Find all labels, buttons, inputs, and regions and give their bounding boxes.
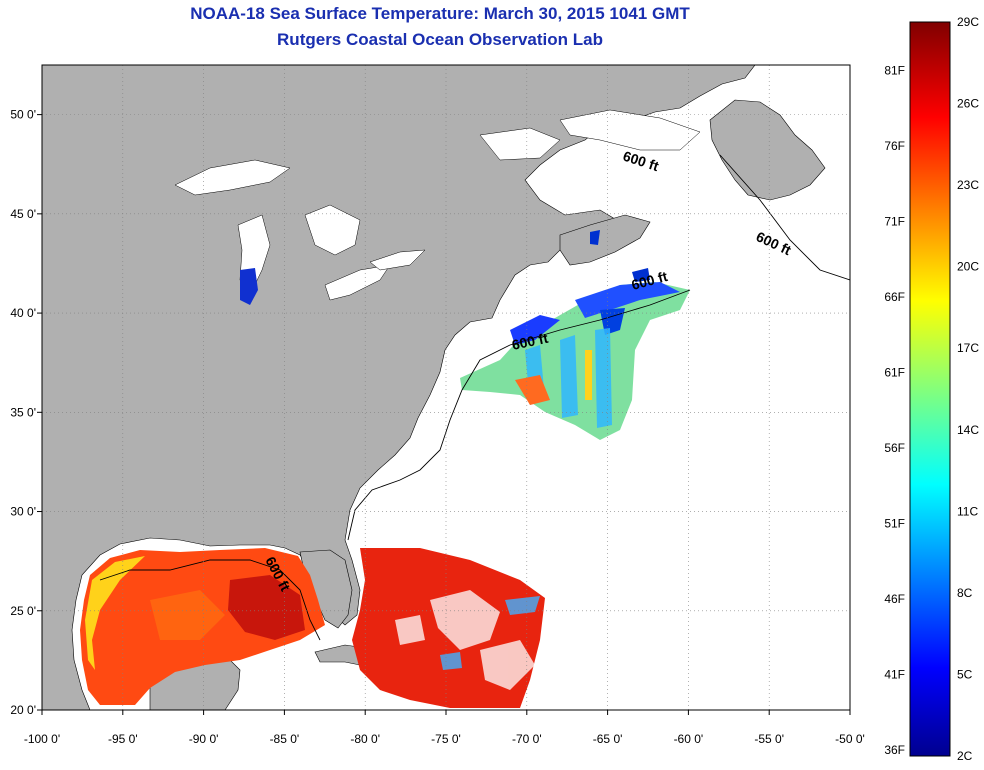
colorbar-celsius-label: 26C <box>957 97 979 111</box>
gulf-coastal-warm-band <box>85 556 145 670</box>
colorbar-celsius-label: 23C <box>957 178 979 192</box>
lat-tick-label: 20 0' <box>10 703 36 717</box>
gulf-central-sst <box>150 590 225 640</box>
colorbar-celsius-label: 11C <box>957 504 978 518</box>
land-newfoundland <box>709 99 826 201</box>
depth-contour-600ft <box>99 154 850 641</box>
great-lakes <box>174 109 701 301</box>
colorbar-celsius-label: 17C <box>957 341 979 355</box>
map-subtitle: Rutgers Coastal Ocean Observation Lab <box>277 30 603 49</box>
colorbar-celsius-label: 5C <box>957 667 973 681</box>
colorbar-fahrenheit-label: 81F <box>884 63 905 77</box>
colorbar-celsius-label: 2C <box>957 749 973 763</box>
lon-tick-label: -55 0' <box>754 732 784 746</box>
lat-tick-label: 40 0' <box>10 306 36 320</box>
colorbar-fahrenheit-label: 71F <box>884 214 905 228</box>
lon-tick-label: -65 0' <box>593 732 623 746</box>
lat-tick-label: 30 0' <box>10 505 36 519</box>
warm-eddy-sst <box>515 375 550 405</box>
land-north-america <box>42 65 756 710</box>
map-title: NOAA-18 Sea Surface Temperature: March 3… <box>190 4 690 23</box>
lon-tick-label: -75 0' <box>431 732 461 746</box>
lat-tick-label: 45 0' <box>10 207 36 221</box>
lon-tick-label: -100 0' <box>24 732 60 746</box>
colorbar-fahrenheit-label: 46F <box>884 592 905 606</box>
colorbar-fahrenheit-label: 61F <box>884 365 905 379</box>
colorbar-fahrenheit-label: 51F <box>884 516 905 530</box>
lon-tick-label: -85 0' <box>270 732 300 746</box>
colorbar-fahrenheit-label: 66F <box>884 290 905 304</box>
colorbar-fahrenheit-label: 76F <box>884 139 905 153</box>
colorbar-fahrenheit-label: 36F <box>884 743 905 757</box>
loop-current-sst <box>228 575 305 640</box>
colorbar-celsius-label: 20C <box>957 260 979 274</box>
land-nova-scotia <box>559 214 651 266</box>
colorbar-celsius-label: 29C <box>957 15 979 29</box>
warm-streak-sst <box>585 350 592 400</box>
colorbar-fahrenheit-label: 41F <box>884 667 905 681</box>
lake-michigan-sst <box>240 268 258 305</box>
scotian-shelf-sst <box>632 268 650 282</box>
colorbar-celsius-label: 14C <box>957 423 979 437</box>
lon-tick-label: -70 0' <box>512 732 542 746</box>
lat-tick-label: 50 0' <box>10 108 36 122</box>
lon-tick-label: -80 0' <box>350 732 380 746</box>
lon-tick-label: -95 0' <box>108 732 138 746</box>
lat-tick-label: 35 0' <box>10 405 36 419</box>
colorbar <box>909 21 951 757</box>
cool-patches-south <box>440 596 540 670</box>
colorbar-celsius-label: 8C <box>957 586 973 600</box>
lon-tick-label: -50 0' <box>835 732 865 746</box>
lat-tick-label: 25 0' <box>10 604 36 618</box>
contour-label: 600 ft <box>510 330 549 353</box>
lon-tick-label: -90 0' <box>189 732 219 746</box>
bay-of-fundy-sst <box>590 230 600 245</box>
lon-tick-label: -60 0' <box>674 732 704 746</box>
cloud-mask-south <box>395 590 535 690</box>
colorbar-fahrenheit-label: 56F <box>884 441 905 455</box>
